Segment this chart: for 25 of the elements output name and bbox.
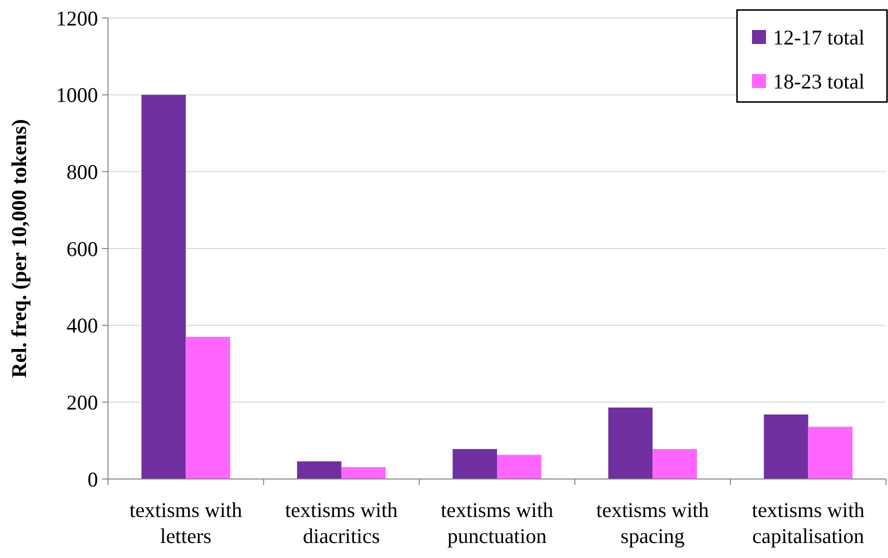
x-tick-label: textisms with letters [130, 498, 243, 548]
x-tick-label: textisms with spacing [596, 498, 710, 548]
legend-label: 12-17 total [773, 25, 865, 50]
x-tick-label: textisms with punctuation [440, 498, 554, 548]
x-tick-label: textisms with diacritics [285, 498, 398, 548]
bar [497, 454, 542, 479]
y-tick-label: 0 [88, 467, 98, 492]
bar [297, 461, 342, 479]
bar [186, 336, 230, 479]
bar [452, 449, 497, 479]
y-tick-label: 1200 [56, 6, 98, 30]
y-tick-label: 800 [66, 160, 98, 184]
bar [808, 426, 853, 479]
y-tick-label: 200 [66, 390, 98, 415]
bar [764, 414, 808, 479]
x-tick-label: textisms with capitalisation [752, 498, 865, 548]
bar [608, 408, 653, 479]
y-tick-label: 600 [66, 236, 98, 261]
y-tick-label: 400 [66, 314, 98, 338]
bar [341, 467, 386, 479]
y-axis-title: Rel. freq. (per 10,000 tokens) [7, 119, 31, 378]
legend-label: 18-23 total [773, 69, 865, 94]
bar [652, 449, 697, 479]
y-tick-label: 1000 [56, 83, 98, 108]
bar [141, 94, 186, 479]
